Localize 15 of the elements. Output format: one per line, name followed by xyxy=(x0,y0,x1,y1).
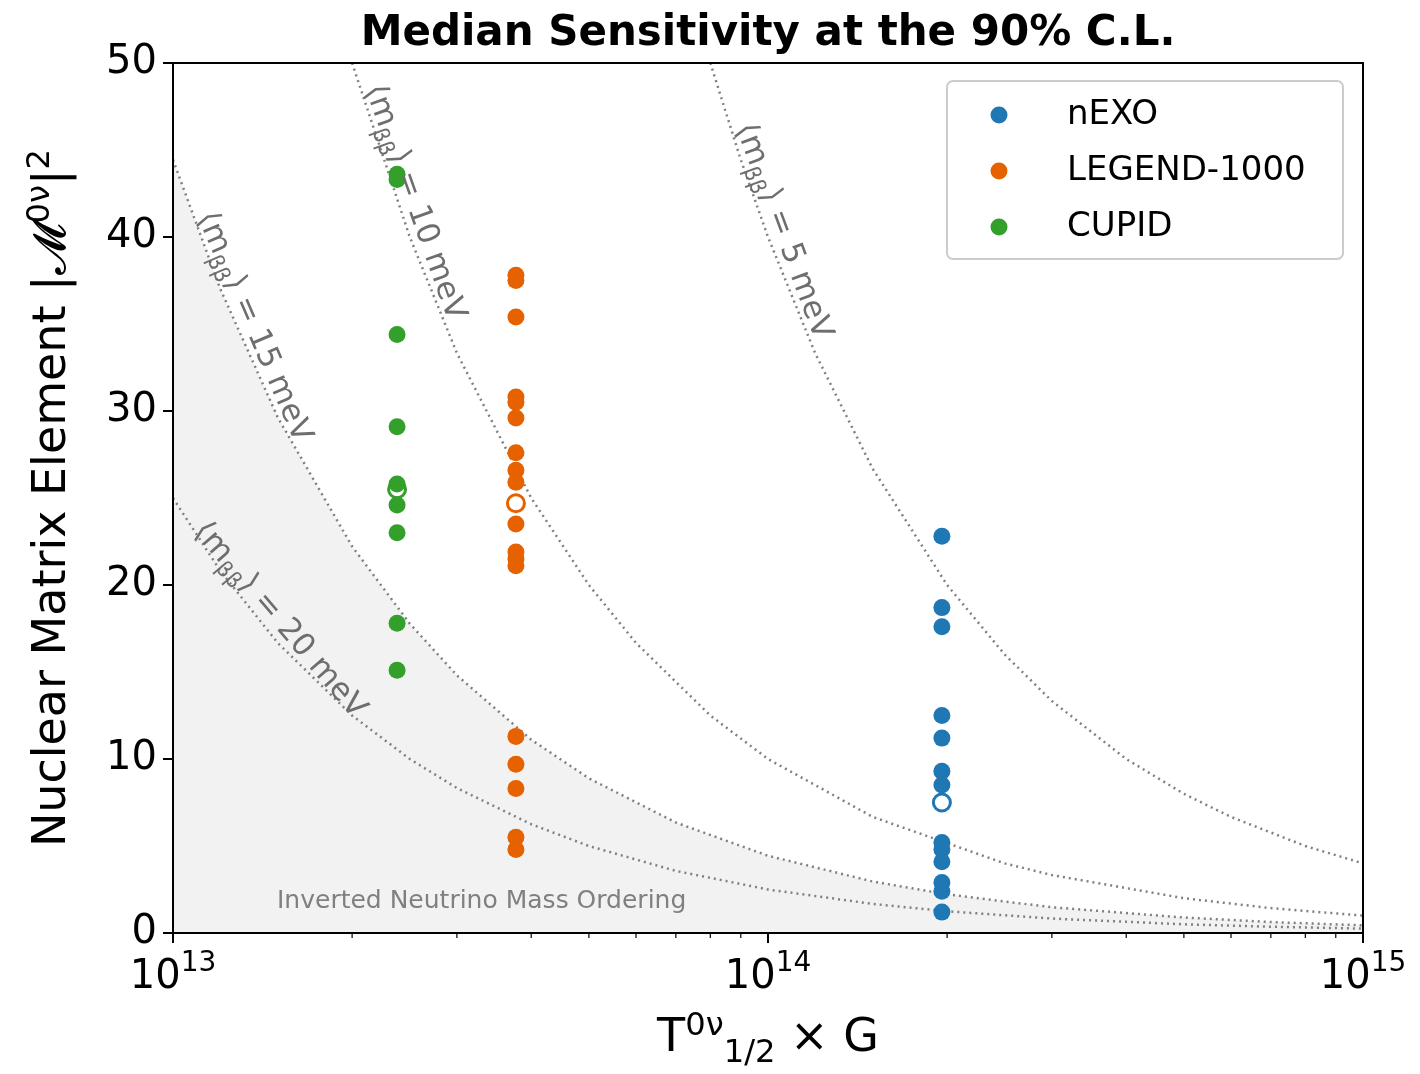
annotation: Inverted Neutrino Mass Ordering xyxy=(277,885,687,914)
chart-title: Median Sensitivity at the 90% C.L. xyxy=(359,6,1177,55)
legend-label: LEGEND-1000 xyxy=(1067,147,1306,188)
y-tick-label: 50 xyxy=(106,36,157,83)
y-tick-label: 40 xyxy=(106,210,157,257)
y-tick-label: 30 xyxy=(106,384,157,431)
y-tick-label: 0 xyxy=(131,906,157,953)
x-axis-title: T$^{0ν}$$_{1/2}$ × G xyxy=(656,1005,880,1070)
annotation: ⟨mββ⟩ = 5 meV xyxy=(729,117,843,344)
legend-label: nEXO xyxy=(1067,91,1158,132)
legend-label: CUPID xyxy=(1067,203,1173,244)
y-tick-label: 10 xyxy=(106,732,157,779)
annotation: ⟨mββ⟩ = 10 meV xyxy=(358,78,476,325)
y-tick-label: 20 xyxy=(106,558,157,605)
annotation: ⟨mββ⟩ = 15 meV xyxy=(190,205,322,447)
